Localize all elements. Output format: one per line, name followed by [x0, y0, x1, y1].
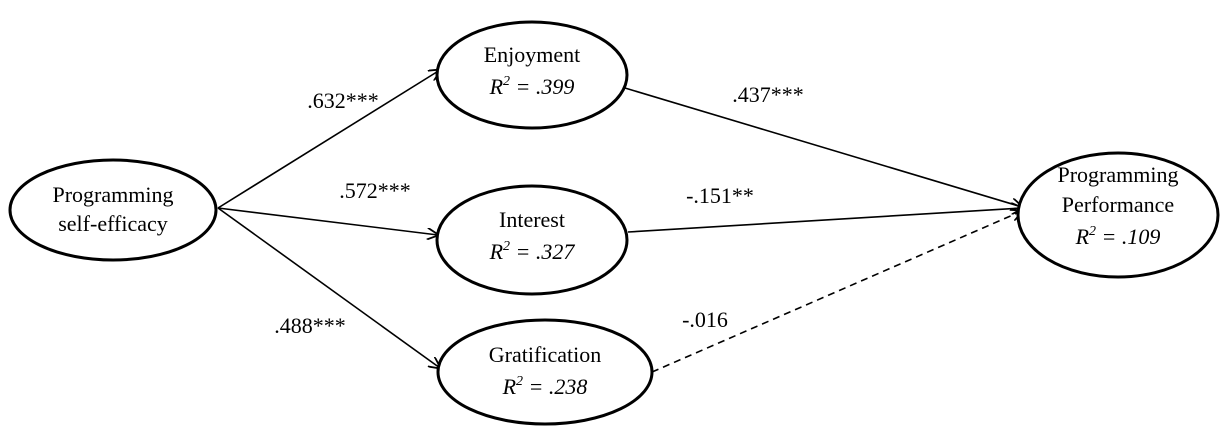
- edge-label: .437***: [732, 82, 804, 107]
- node-label: Interest: [499, 207, 565, 232]
- edge-label: .488***: [274, 313, 346, 338]
- node-stat: R2 = .109: [1075, 224, 1161, 249]
- node-label: Performance: [1062, 192, 1174, 217]
- edge: [217, 70, 440, 209]
- edge: [217, 207, 438, 235]
- edge-label: -.151**: [686, 183, 754, 208]
- edge: [217, 207, 440, 368]
- stat-symbol: R: [489, 74, 504, 99]
- stat-sup: 2: [516, 374, 523, 389]
- node: [1016, 151, 1220, 279]
- stat-sup: 2: [503, 74, 510, 89]
- node-stat: R2 = .399: [489, 74, 575, 99]
- edge: [624, 87, 1022, 207]
- stat-text: = .399: [510, 74, 574, 99]
- stat-symbol: R: [489, 239, 504, 264]
- node-label: self-efficacy: [58, 211, 168, 236]
- node-label: Enjoyment: [484, 42, 581, 67]
- stat-text: = .238: [523, 374, 587, 399]
- edge: [627, 208, 1022, 233]
- node-label: Gratification: [489, 342, 601, 367]
- node: [435, 20, 629, 130]
- node: [436, 318, 654, 426]
- stat-text: = .109: [1096, 224, 1160, 249]
- node-label: Programming: [1058, 162, 1179, 187]
- edge-label: -.016: [682, 307, 728, 332]
- stat-sup: 2: [1089, 224, 1096, 239]
- node-label: Programming: [53, 182, 174, 207]
- node: [8, 158, 218, 262]
- edge-label: .572***: [339, 178, 411, 203]
- node: [435, 184, 629, 296]
- edge-label: .632***: [307, 88, 379, 113]
- stat-sup: 2: [503, 239, 510, 254]
- stat-symbol: R: [1075, 224, 1090, 249]
- node-stat: R2 = .327: [489, 239, 576, 264]
- stat-text: = .327: [510, 239, 575, 264]
- edge-dashed: [651, 211, 1022, 373]
- stat-symbol: R: [502, 374, 517, 399]
- node-stat: R2 = .238: [502, 374, 588, 399]
